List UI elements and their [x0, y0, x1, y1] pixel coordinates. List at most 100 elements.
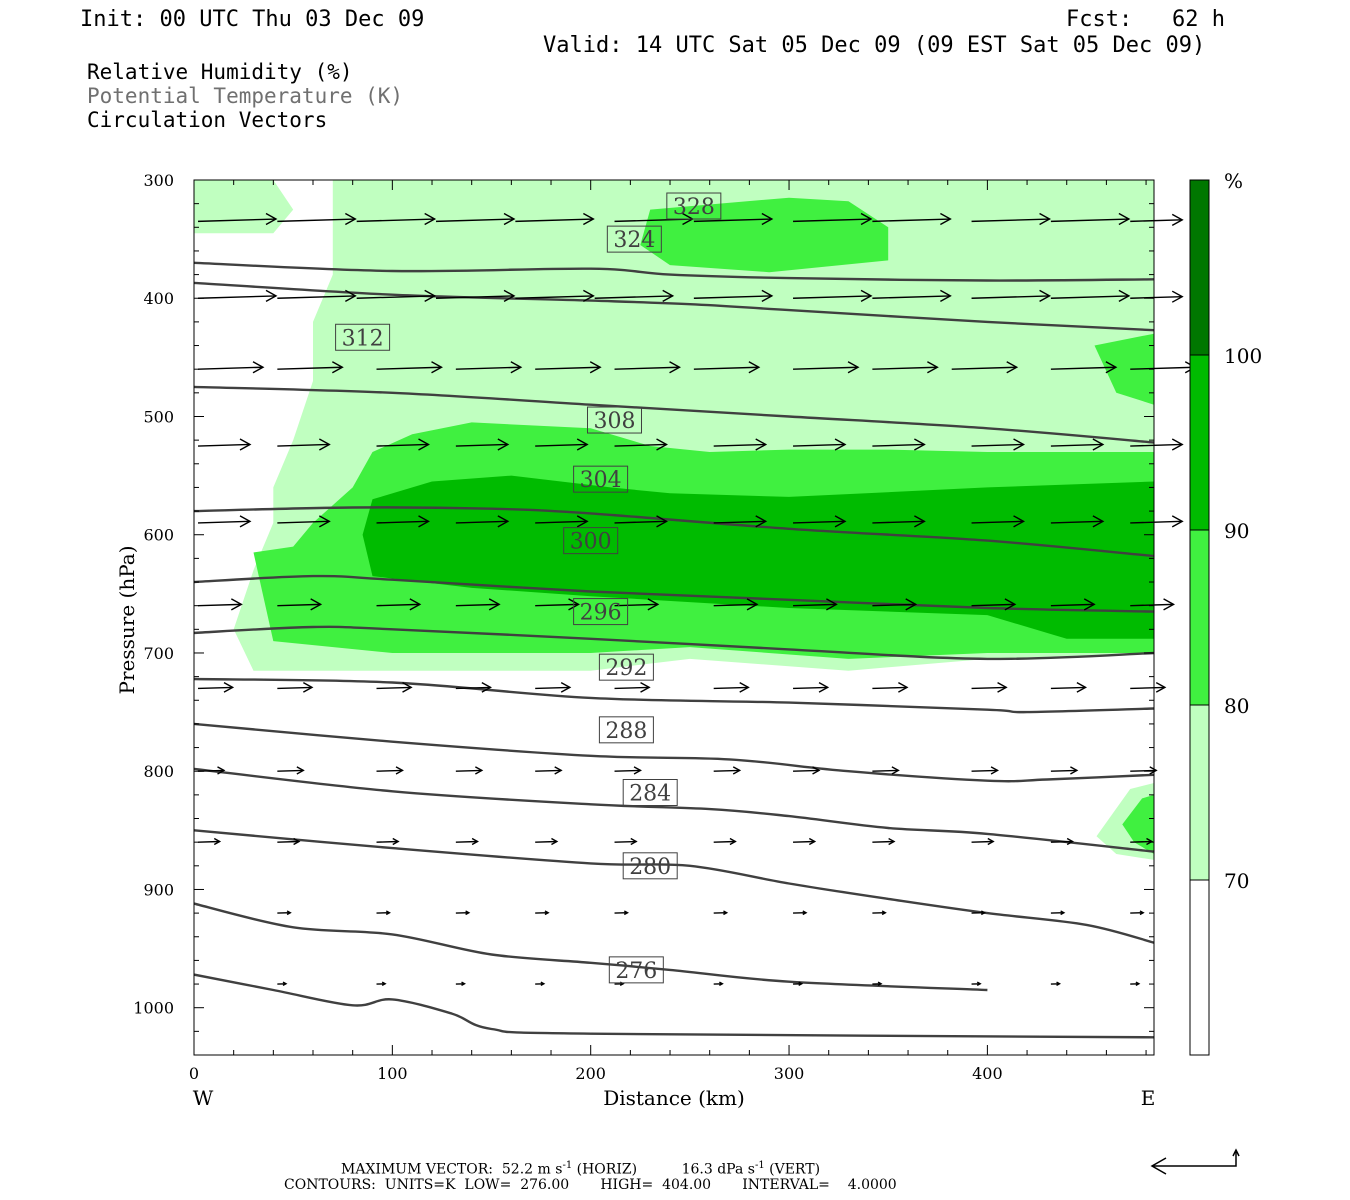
horiz-unit-exponent: -1: [562, 1160, 573, 1171]
reference-vector-arrow: [1150, 1148, 1240, 1175]
rh-colorbar: 100 90 80 70: [1189, 179, 1262, 1056]
vector-2-0: [197, 361, 265, 374]
vector-9-8: [971, 910, 987, 916]
theta-label-text-308: 308: [593, 409, 635, 434]
vector-5-2: [376, 598, 422, 611]
vector-7-6: [713, 766, 742, 775]
vector-3-7: [793, 438, 847, 451]
vector-4-9: [971, 515, 1026, 528]
vector-3-1: [277, 438, 331, 451]
rh-region-80-4: [640, 197, 889, 273]
theta-label-text-296: 296: [580, 601, 622, 626]
vector-1-5: [594, 289, 675, 303]
vector-8-3: [455, 837, 479, 846]
vector-5-6: [713, 598, 759, 611]
vector-1-9: [971, 289, 1052, 303]
vector-2-1: [277, 361, 344, 374]
theta-label-284: 284: [622, 779, 678, 807]
theta-label-300: 300: [563, 527, 619, 555]
vector-10-6: [793, 981, 804, 987]
theta-label-324: 324: [606, 225, 662, 253]
theta-label-296: 296: [573, 598, 629, 626]
theta-contour-300: [194, 625, 1154, 661]
vert-unit-exponent: -1: [754, 1160, 765, 1171]
vector-9-2: [455, 910, 471, 916]
x-end-label-east: E: [1141, 1086, 1156, 1110]
theta-label-box-276: [608, 956, 664, 984]
vector-3-5: [614, 438, 668, 451]
vector-0-10: [1050, 212, 1131, 226]
theta-contour-308: [194, 506, 1154, 558]
vector-9-6: [793, 910, 808, 916]
vector-5-3: [455, 598, 501, 611]
theta-label-text-328: 328: [673, 195, 715, 220]
theta-contour-288: [194, 767, 1154, 853]
vector-1-0: [197, 289, 278, 303]
vector-3-4: [535, 438, 589, 451]
vector-0-8: [872, 212, 952, 226]
vector-8-5: [614, 837, 638, 846]
vector-1-10: [1050, 289, 1131, 303]
colorbar-level-80: 80: [1224, 694, 1249, 718]
colorbar-segment-4: [1190, 880, 1209, 1055]
vector-9-7: [872, 910, 887, 916]
theta-label-text-288: 288: [605, 719, 647, 744]
colorbar-segment-0: [1190, 180, 1209, 355]
vector-10-9: [1050, 981, 1062, 987]
vector-5-11: [1130, 598, 1176, 611]
theta-label-312: 312: [335, 323, 391, 351]
y-axis-label: Pressure (hPa): [115, 546, 139, 695]
vector-0-3: [435, 212, 516, 226]
vector-3-2: [376, 438, 430, 451]
vector-9-0: [277, 910, 292, 916]
vector-6-5: [614, 682, 651, 693]
vector-8-6: [713, 837, 737, 846]
theta-label-text-300: 300: [570, 530, 612, 555]
max-vertical-vector: 16.3 dPa s: [681, 1161, 755, 1178]
colorbar-segment-3: [1190, 705, 1209, 880]
vector-6-9: [971, 682, 1008, 693]
horiz-tag: (HORIZ): [576, 1161, 638, 1178]
vector-0-1: [277, 212, 357, 226]
vector-10-1: [376, 981, 387, 987]
vector-5-7: [793, 598, 838, 611]
vector-0-6: [693, 212, 774, 226]
theta-label-292: 292: [598, 653, 654, 681]
theta-label-box-312: [335, 323, 391, 351]
vector-2-3: [455, 361, 523, 374]
forecast-hour: Fcst: 62 h: [1066, 7, 1225, 32]
theta-label-box-300: [563, 527, 619, 555]
theta-label-box-288: [598, 716, 654, 744]
vector-0-2: [356, 212, 437, 226]
axis-ticks: 300 400 500 600 700 800 900 1000 0 100 200 300 400: [133, 171, 1154, 1083]
x-tick-label-100: 100: [377, 1064, 408, 1083]
vector-9-3: [535, 910, 550, 916]
vector-10-3: [535, 981, 546, 987]
vector-0-4: [515, 212, 595, 226]
vector-7-3: [455, 766, 484, 775]
vector-2-9: [951, 361, 1019, 374]
vector-7-10: [1050, 766, 1079, 775]
vector-1-6: [693, 289, 774, 303]
theta-label-box-292: [598, 653, 654, 681]
max-horizontal-vector: 52.2 m s: [501, 1161, 563, 1178]
theta-label-box-284: [622, 779, 678, 806]
vector-1-7: [793, 289, 873, 303]
x-tick-label-0: 0: [189, 1064, 199, 1083]
vector-6-6: [713, 682, 750, 693]
contour-info-line: CONTOURS: UNITS=K LOW= 276.00 HIGH= 404.…: [284, 1177, 897, 1193]
y-tick-label-900: 900: [143, 880, 174, 899]
vector-10-5: [713, 981, 724, 987]
theta-label-box-304: [573, 465, 629, 493]
theta-label-text-324: 324: [613, 228, 655, 253]
vector-5-5: [614, 598, 660, 611]
vector-10-7: [872, 981, 883, 987]
vector-0-9: [971, 212, 1052, 226]
rh-region-80-5: [1094, 333, 1154, 405]
vector-5-10: [1050, 598, 1096, 611]
vector-8-1: [277, 837, 301, 846]
vector-0-0: [197, 212, 278, 226]
y-tick-label-600: 600: [143, 526, 174, 545]
legend-theta: Potential Temperature (K): [87, 84, 404, 108]
vector-9-4: [614, 910, 629, 916]
